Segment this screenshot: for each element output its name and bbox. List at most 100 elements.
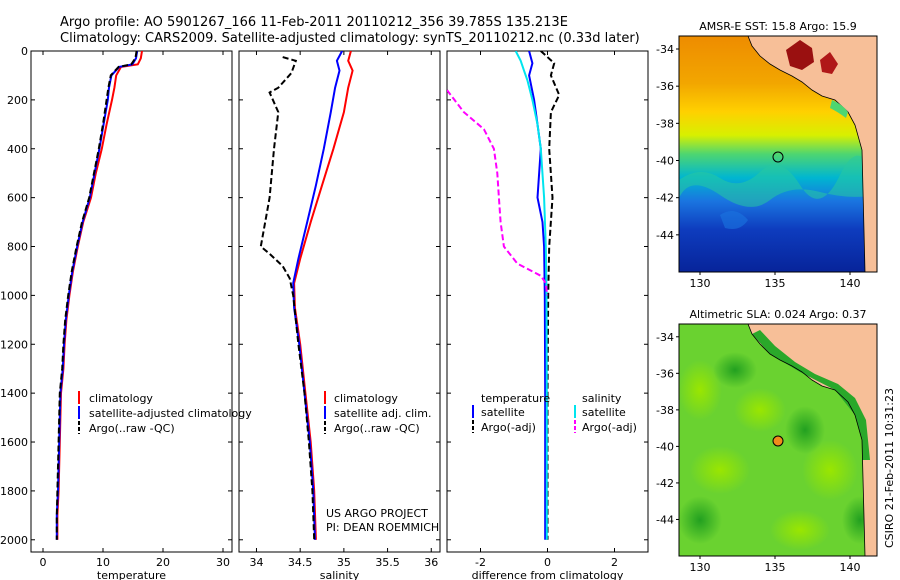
argo-marker-sst xyxy=(772,151,784,163)
map-x-tick-label: 140 xyxy=(840,277,861,290)
y-tick-label: 0 xyxy=(21,45,28,58)
y-tick-label: 600 xyxy=(7,192,28,205)
series-line-satellite-adjusted-climatology xyxy=(55,51,139,540)
sst-map xyxy=(678,35,878,273)
y-tick-label: 1200 xyxy=(0,338,28,351)
legend-label-climatology: climatology xyxy=(334,392,398,405)
x-tick-label: -2 xyxy=(475,556,486,569)
x-tick-label: 35.5 xyxy=(375,556,400,569)
side-timestamp: CSIRO 21-Feb-2011 10:31:23 xyxy=(883,388,896,548)
salinity-legend: climatology satellite adj. clim. Argo(..… xyxy=(324,391,431,435)
legend-label-sal-satellite: satellite xyxy=(582,406,626,419)
map-y-tick-label: -34 xyxy=(656,331,674,344)
legend-header-salinity: salinity xyxy=(582,392,622,405)
sst-frame xyxy=(678,35,878,273)
map-y-tick-label: -36 xyxy=(656,80,674,93)
legend-label-satellite: satellite adj. clim. xyxy=(334,407,431,420)
temperature-legend: climatology satellite-adjusted climatolo… xyxy=(78,391,252,435)
sst-map-title: AMSR-E SST: 15.8 Argo: 15.9 xyxy=(699,20,857,33)
series-group xyxy=(259,51,354,540)
series-line-salinity-argo-adj xyxy=(447,89,549,296)
x-tick-label: 20 xyxy=(156,556,170,569)
x-tick-label: 34.5 xyxy=(288,556,313,569)
legend-label-temp-satellite: satellite xyxy=(481,406,525,419)
sst-coastal-green xyxy=(830,100,848,118)
legend-label-sal-argo: Argo(-adj) xyxy=(582,421,637,434)
plot-frame xyxy=(30,50,233,553)
y-tick-label: 200 xyxy=(7,94,28,107)
sla-blob xyxy=(802,440,858,500)
map-y-tick-label: -42 xyxy=(656,477,674,490)
y-tick-label: 400 xyxy=(7,143,28,156)
map-y-tick-label: -40 xyxy=(656,440,674,453)
x-axis-label: temperature xyxy=(97,569,166,580)
map-y-tick-label: -44 xyxy=(656,513,674,526)
legend-label-satellite-adjusted: satellite-adjusted climatology xyxy=(89,407,252,420)
x-tick-label: 35 xyxy=(337,556,351,569)
x-tick-label: 36 xyxy=(424,556,438,569)
map-y-tick-label: -42 xyxy=(656,192,674,205)
sst-coastline xyxy=(747,35,866,273)
map-axes: -34 -36 -38 -40 -42 -44 130 135 140 -34 -36 -38 -40 -… xyxy=(656,43,860,574)
map-x-tick-label: 130 xyxy=(690,277,711,290)
sla-land xyxy=(748,324,877,556)
map-x-tick-label: 140 xyxy=(840,561,861,574)
map-y-tick-label: -36 xyxy=(656,367,674,380)
x-axis-label: salinity xyxy=(320,569,360,580)
series-line-temperature-satellite xyxy=(528,51,547,540)
map-y-tick-label: -44 xyxy=(656,229,674,242)
map-y-tick-label: -40 xyxy=(656,155,674,168)
temperature-profile-panel: 0 200 400 600 800 1000 1200 1400 1600 1800 2000 0 10… xyxy=(0,45,233,580)
legend-label-argo: Argo(..raw -QC) xyxy=(89,422,175,435)
sla-blob xyxy=(690,446,750,494)
plot-frame xyxy=(238,50,441,553)
map-y-tick-label: -34 xyxy=(656,43,674,56)
y-tick-label: 800 xyxy=(7,241,28,254)
argo-marker-sla xyxy=(772,435,784,447)
x-axis-label: difference from climatology xyxy=(472,569,624,580)
legend-label-argo: Argo(..raw -QC) xyxy=(334,422,420,435)
x-tick-label: 0 xyxy=(544,556,551,569)
sla-blob xyxy=(678,360,722,420)
sst-eddy xyxy=(720,211,748,229)
sla-coastline xyxy=(747,323,866,557)
x-tick-label: 10 xyxy=(96,556,110,569)
sla-map-title: Altimetric SLA: 0.024 Argo: 0.37 xyxy=(689,308,866,321)
map-x-tick-label: 135 xyxy=(765,277,786,290)
sst-bay-warm xyxy=(820,52,838,74)
sla-coastal-dark xyxy=(752,330,870,460)
legend-label-climatology: climatology xyxy=(89,392,153,405)
series-group xyxy=(447,51,561,540)
salinity-profile-panel: 34 34.5 35 35.5 36 salinity xyxy=(238,50,441,580)
sla-blob-dark xyxy=(678,496,722,544)
project-pi: PI: DEAN ROEMMICH xyxy=(326,521,439,534)
project-name: US ARGO PROJECT xyxy=(326,507,428,520)
map-x-tick-label: 135 xyxy=(765,561,786,574)
sst-front xyxy=(679,155,877,207)
header-line-2: Climatology: CARS2009. Satellite-adjuste… xyxy=(60,31,640,46)
series-line-salinity-satellite xyxy=(514,51,548,540)
series-group xyxy=(55,51,143,540)
map-x-tick-label: 130 xyxy=(690,561,711,574)
sla-blob-dark xyxy=(785,406,825,454)
y-tick-label: 1400 xyxy=(0,387,28,400)
sla-blob xyxy=(770,510,830,550)
sla-frame xyxy=(678,323,878,557)
sst-gulf-warm xyxy=(786,40,814,70)
map-y-tick-label: -38 xyxy=(656,404,674,417)
difference-legend: temperature salinity satellite Argo(-adj… xyxy=(472,392,637,434)
x-tick-label: 2 xyxy=(611,556,618,569)
y-tick-label: 2000 xyxy=(0,534,28,547)
y-tick-label: 1600 xyxy=(0,436,28,449)
sla-map xyxy=(678,323,878,557)
x-tick-label: 0 xyxy=(40,556,47,569)
x-tick-label: 30 xyxy=(216,556,230,569)
y-tick-label: 1800 xyxy=(0,485,28,498)
legend-header-temperature: temperature xyxy=(481,392,550,405)
map-y-tick-label: -38 xyxy=(656,117,674,130)
sst-land xyxy=(748,36,877,272)
x-tick-label: 34 xyxy=(249,556,263,569)
header-line-1: Argo profile: AO 5901267_166 11-Feb-2011… xyxy=(60,15,568,30)
